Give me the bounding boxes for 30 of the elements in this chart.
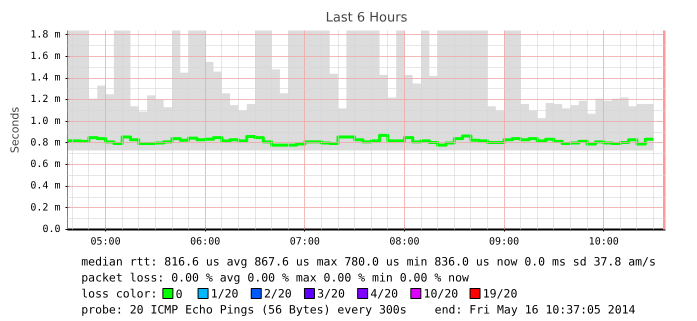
y-tick-label: 0.4 m: [30, 180, 61, 192]
x-tick-label: 06:00: [190, 236, 220, 248]
legend-title: loss color:: [81, 286, 158, 300]
legend-label: 19/20: [482, 286, 518, 300]
y-tick-label: 1.0 m: [30, 116, 61, 127]
x-tick-label: 07:00: [290, 236, 320, 248]
y-tick-label: 1.8 m: [30, 29, 61, 40]
legend-label: 2/20: [264, 286, 292, 300]
y-axis-title: Seconds: [8, 106, 22, 154]
x-tick-label: 10:00: [588, 236, 619, 248]
legend-label: 1/20: [210, 286, 239, 300]
y-tick-label: 1.2 m: [30, 94, 61, 106]
legend-label: 0: [176, 287, 183, 301]
y-tick-label: 1.6 m: [30, 50, 61, 62]
chart-title: Last 6 Hours: [326, 10, 408, 26]
x-tick-label: 05:00: [90, 236, 121, 248]
legend-label: 4/20: [370, 286, 398, 300]
text: end: Fri May 16 10:37:05 2014: [434, 302, 636, 316]
legend-label: 3/20: [317, 286, 345, 300]
text: median rtt: 816.6 us avg 867.6 us max 780.0 us min 836.0 us now 0.0 ms sd 37.8 am/s: [81, 254, 656, 268]
x-tick-label: 08:00: [389, 236, 420, 248]
text: packet loss: 0.00 % avg 0.00 % max 0.00 % min 0.00 % now: [81, 270, 470, 284]
y-tick-label: 0.2 m: [30, 202, 61, 214]
y-tick-label: 1.4 m: [30, 72, 61, 84]
legend-label: 10/20: [424, 286, 458, 300]
y-tick-label: 0.8 m: [30, 137, 61, 148]
text: probe: 20 ICMP Echo Pings (56 Bytes) every 300s: [81, 302, 407, 316]
y-tick-label: 0.6 m: [30, 159, 61, 170]
y-tick-label: 0.0: [42, 224, 60, 235]
x-tick-label: 09:00: [489, 236, 520, 248]
